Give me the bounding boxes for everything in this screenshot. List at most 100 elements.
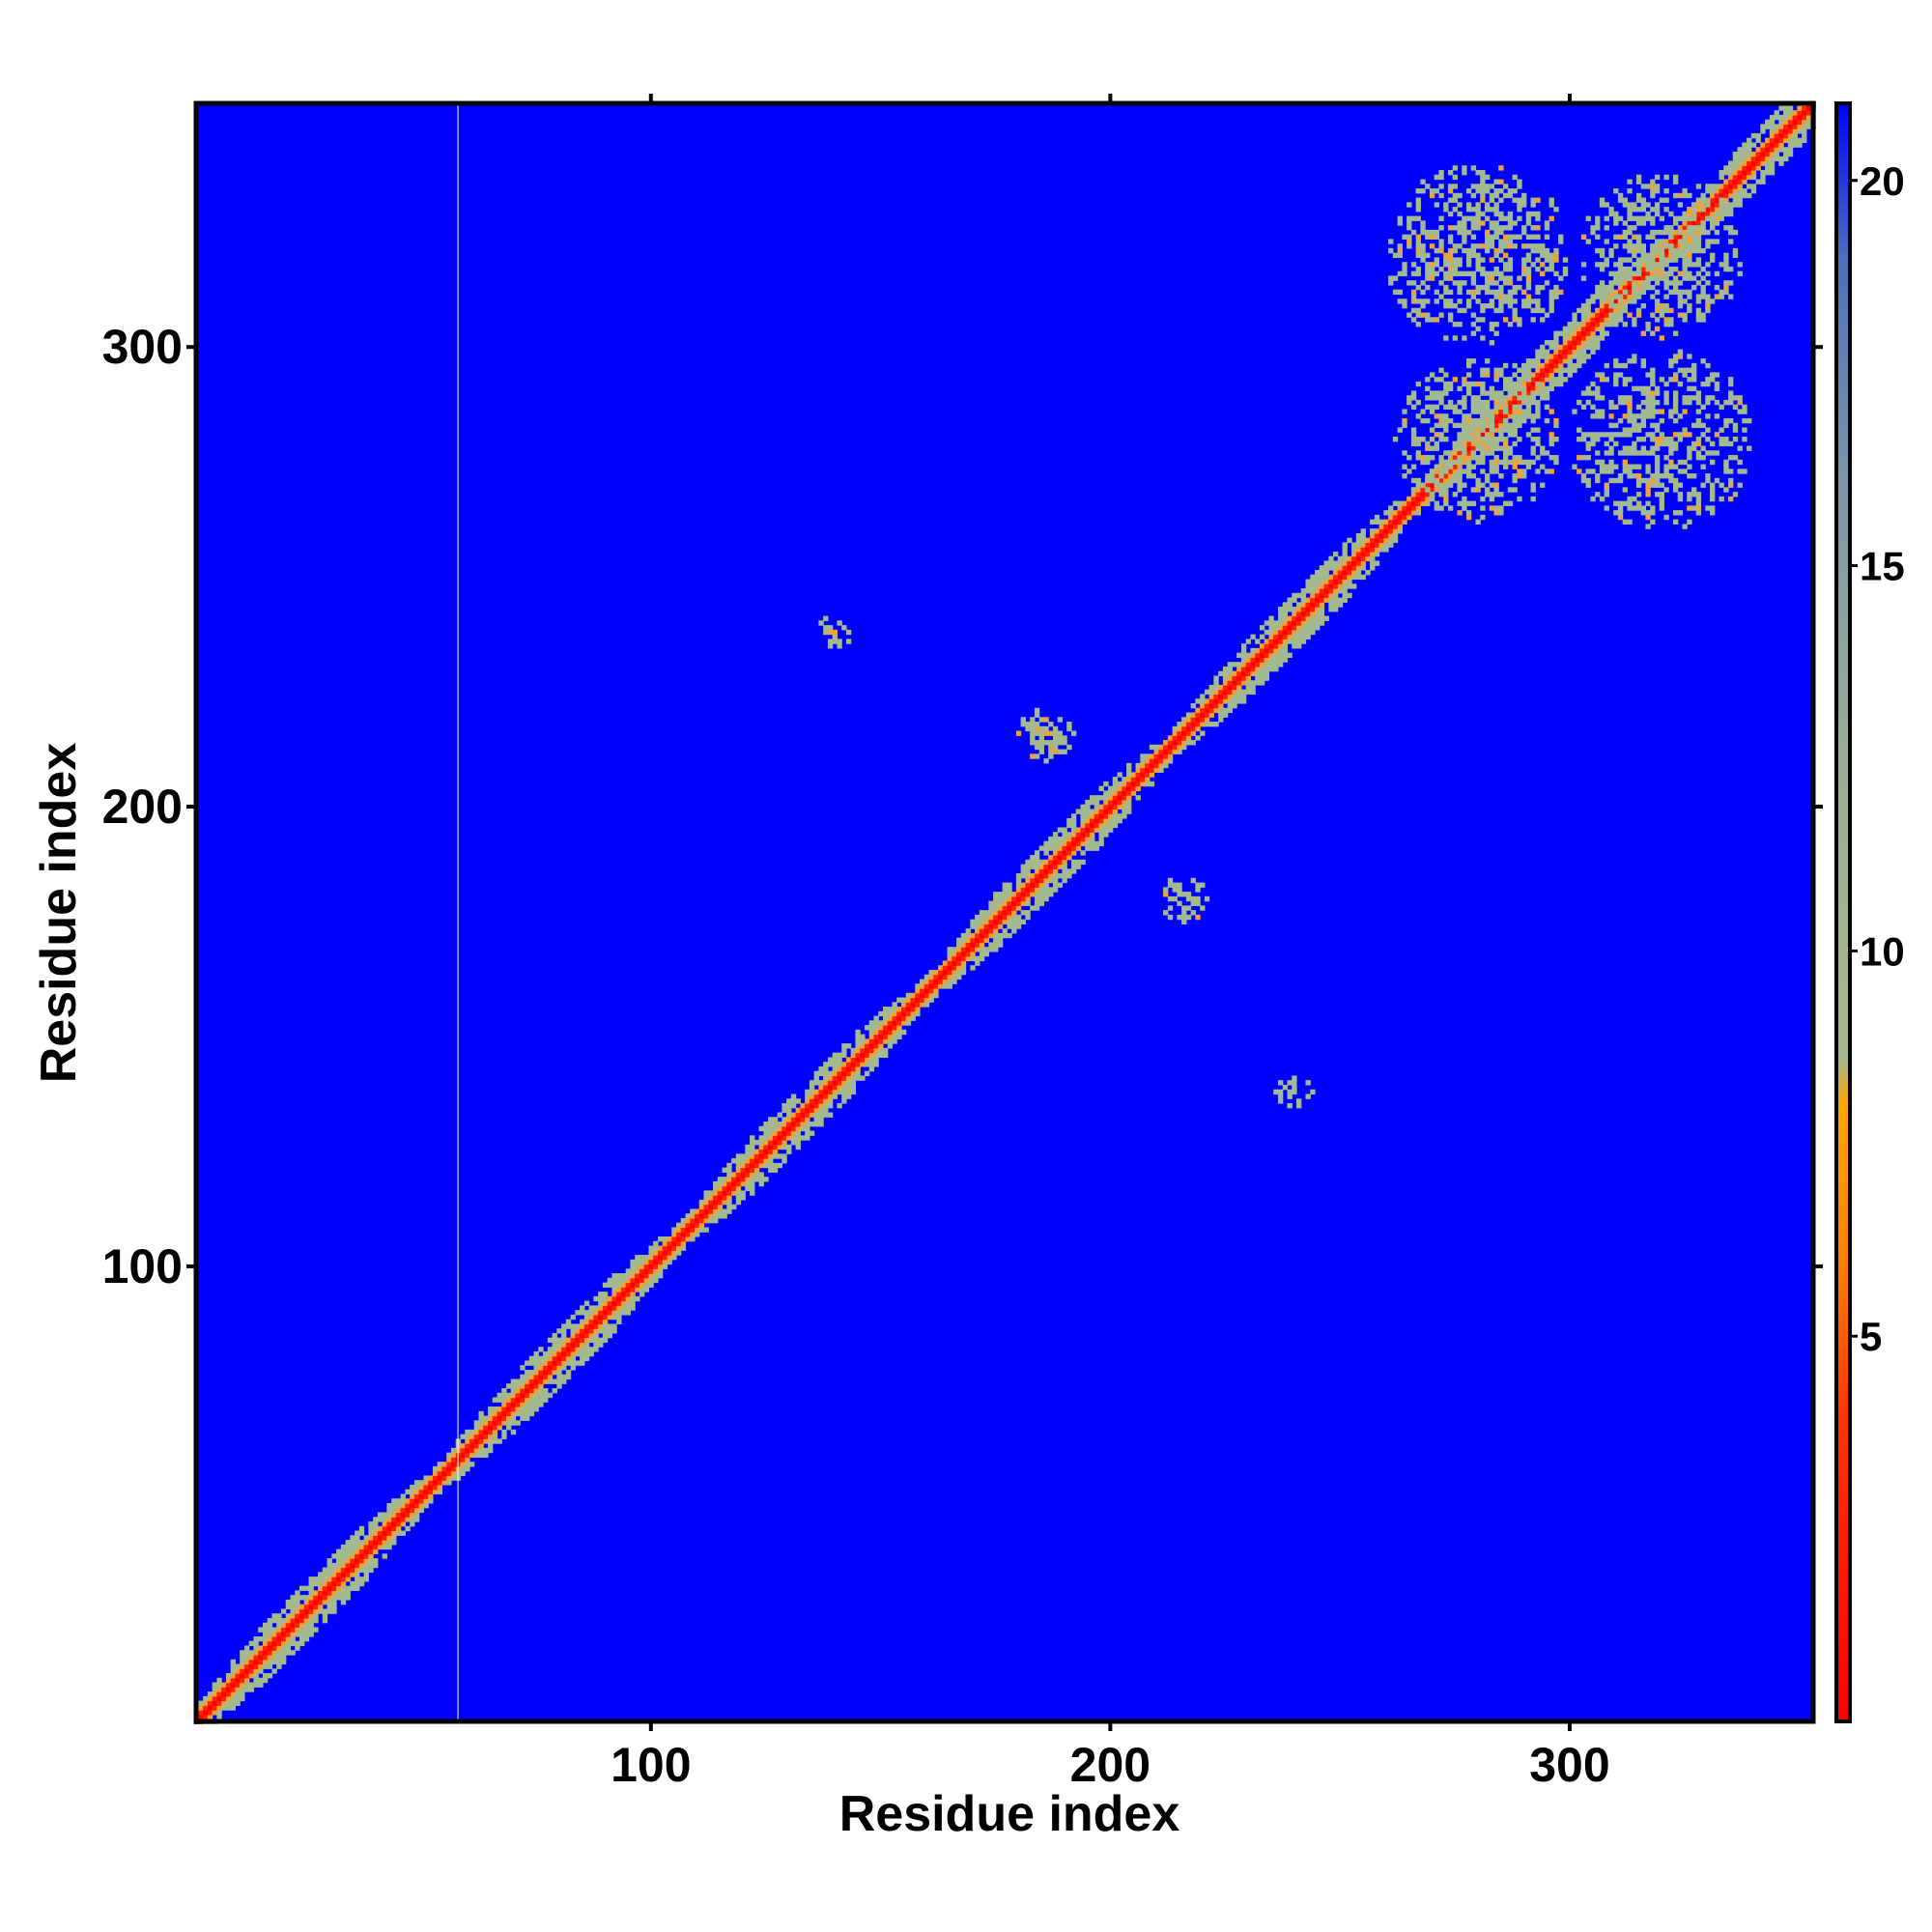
heatmap-cell (1240, 666, 1247, 672)
heatmap-cell (1663, 229, 1669, 236)
heatmap-cell (1654, 307, 1661, 314)
heatmap-cell (230, 1663, 237, 1669)
heatmap-cell (1484, 275, 1491, 281)
heatmap-cell (303, 1617, 310, 1624)
heatmap-cell (1608, 477, 1614, 484)
heatmap-cell (1521, 243, 1527, 249)
heatmap-cell (1507, 385, 1514, 391)
heatmap-cell (487, 1447, 494, 1454)
heatmap-cell (1200, 712, 1206, 718)
heatmap-cell (882, 1038, 889, 1044)
heatmap-cell (1057, 864, 1064, 869)
heatmap-cell (970, 937, 976, 944)
heatmap-cell (556, 1347, 562, 1352)
heatmap-cell (1457, 262, 1463, 268)
heatmap-cell (1089, 817, 1095, 824)
heatmap-cell (1595, 322, 1601, 327)
heatmap-cell (1462, 422, 1467, 429)
heatmap-cell (1255, 666, 1261, 672)
heatmap-cell (1617, 500, 1624, 506)
heatmap-cell (1020, 895, 1026, 902)
heatmap-cell (355, 1562, 360, 1569)
heatmap-cell (1112, 777, 1119, 782)
heatmap-cell (1769, 128, 1776, 134)
heatmap-cell (358, 1580, 365, 1587)
heatmap-cell (878, 1020, 884, 1026)
heatmap-cell (1635, 270, 1642, 277)
heatmap-cell (1580, 312, 1587, 318)
heatmap-cell (1622, 197, 1628, 203)
heatmap-cell (713, 1185, 719, 1191)
heatmap-cell (478, 1410, 484, 1417)
heatmap-cell (253, 1663, 259, 1669)
heatmap-cell (1282, 602, 1289, 608)
heatmap-cell (1080, 813, 1086, 819)
heatmap-cell (731, 1190, 737, 1196)
heatmap-cell (1672, 519, 1679, 525)
heatmap-cell (1489, 298, 1495, 304)
heatmap-cell (377, 1540, 384, 1546)
heatmap-cell (1672, 266, 1679, 272)
heatmap-cell (1122, 781, 1127, 787)
heatmap-cell (373, 1517, 379, 1522)
heatmap-cell (1383, 519, 1389, 525)
heatmap-cell (1705, 211, 1711, 217)
heatmap-cell (556, 1360, 562, 1366)
heatmap-cell (1406, 215, 1412, 221)
heatmap-cell (1663, 322, 1669, 327)
heatmap-cell (965, 942, 971, 948)
heatmap-cell (1493, 225, 1499, 231)
heatmap-cell (1535, 362, 1541, 369)
heatmap-cell (1540, 307, 1546, 314)
heatmap-cell (345, 1567, 351, 1573)
heatmap-cell (373, 1548, 379, 1554)
heatmap-cell (1530, 381, 1536, 387)
heatmap-cell (763, 1162, 769, 1169)
heatmap-cell (1654, 437, 1661, 442)
heatmap-cell (910, 1010, 916, 1017)
heatmap-cell (1066, 817, 1072, 824)
heatmap-cell (1465, 390, 1472, 396)
heatmap-cell (1245, 675, 1252, 681)
heatmap-cell (487, 1420, 494, 1426)
heatmap-cell (1149, 772, 1155, 778)
heatmap-cell (1300, 620, 1307, 626)
heatmap-cell (280, 1640, 287, 1647)
heatmap-cell (520, 1406, 526, 1412)
heatmap-cell (1305, 620, 1311, 626)
heatmap-cell (1502, 215, 1509, 221)
heatmap-cell (547, 1355, 554, 1362)
heatmap-cell (630, 1273, 636, 1279)
heatmap-cell (1535, 358, 1541, 364)
heatmap-cell (1277, 639, 1284, 644)
heatmap-cell (368, 1540, 374, 1546)
heatmap-cell (1342, 542, 1348, 548)
heatmap-cell (1705, 399, 1711, 406)
heatmap-cell (1755, 147, 1761, 153)
heatmap-cell (1668, 280, 1674, 286)
heatmap-cell (1240, 694, 1247, 699)
heatmap-cell (1654, 317, 1661, 323)
heatmap-cell (1622, 280, 1628, 286)
heatmap-cell (1066, 868, 1072, 874)
heatmap-cell (1177, 882, 1182, 888)
heatmap-cell (947, 947, 952, 952)
heatmap-cell (1687, 473, 1692, 479)
heatmap-cell (1507, 303, 1514, 309)
heatmap-cell (878, 1025, 884, 1031)
heatmap-cell (1502, 262, 1509, 268)
heatmap-cell (1475, 266, 1481, 272)
heatmap-cell (1489, 270, 1495, 277)
heatmap-cell (1438, 192, 1444, 199)
heatmap-cell (933, 974, 939, 980)
heatmap-cell (896, 1025, 902, 1031)
heatmap-cell (768, 1135, 774, 1141)
heatmap-cell (616, 1273, 622, 1279)
heatmap-cell (556, 1365, 562, 1371)
heatmap-cell (1052, 740, 1059, 746)
heatmap-cell (1774, 147, 1779, 153)
heatmap-cell (1438, 312, 1444, 318)
heatmap-cell (1645, 202, 1651, 208)
heatmap-cell (1410, 505, 1417, 511)
heatmap-cell (1710, 395, 1716, 401)
